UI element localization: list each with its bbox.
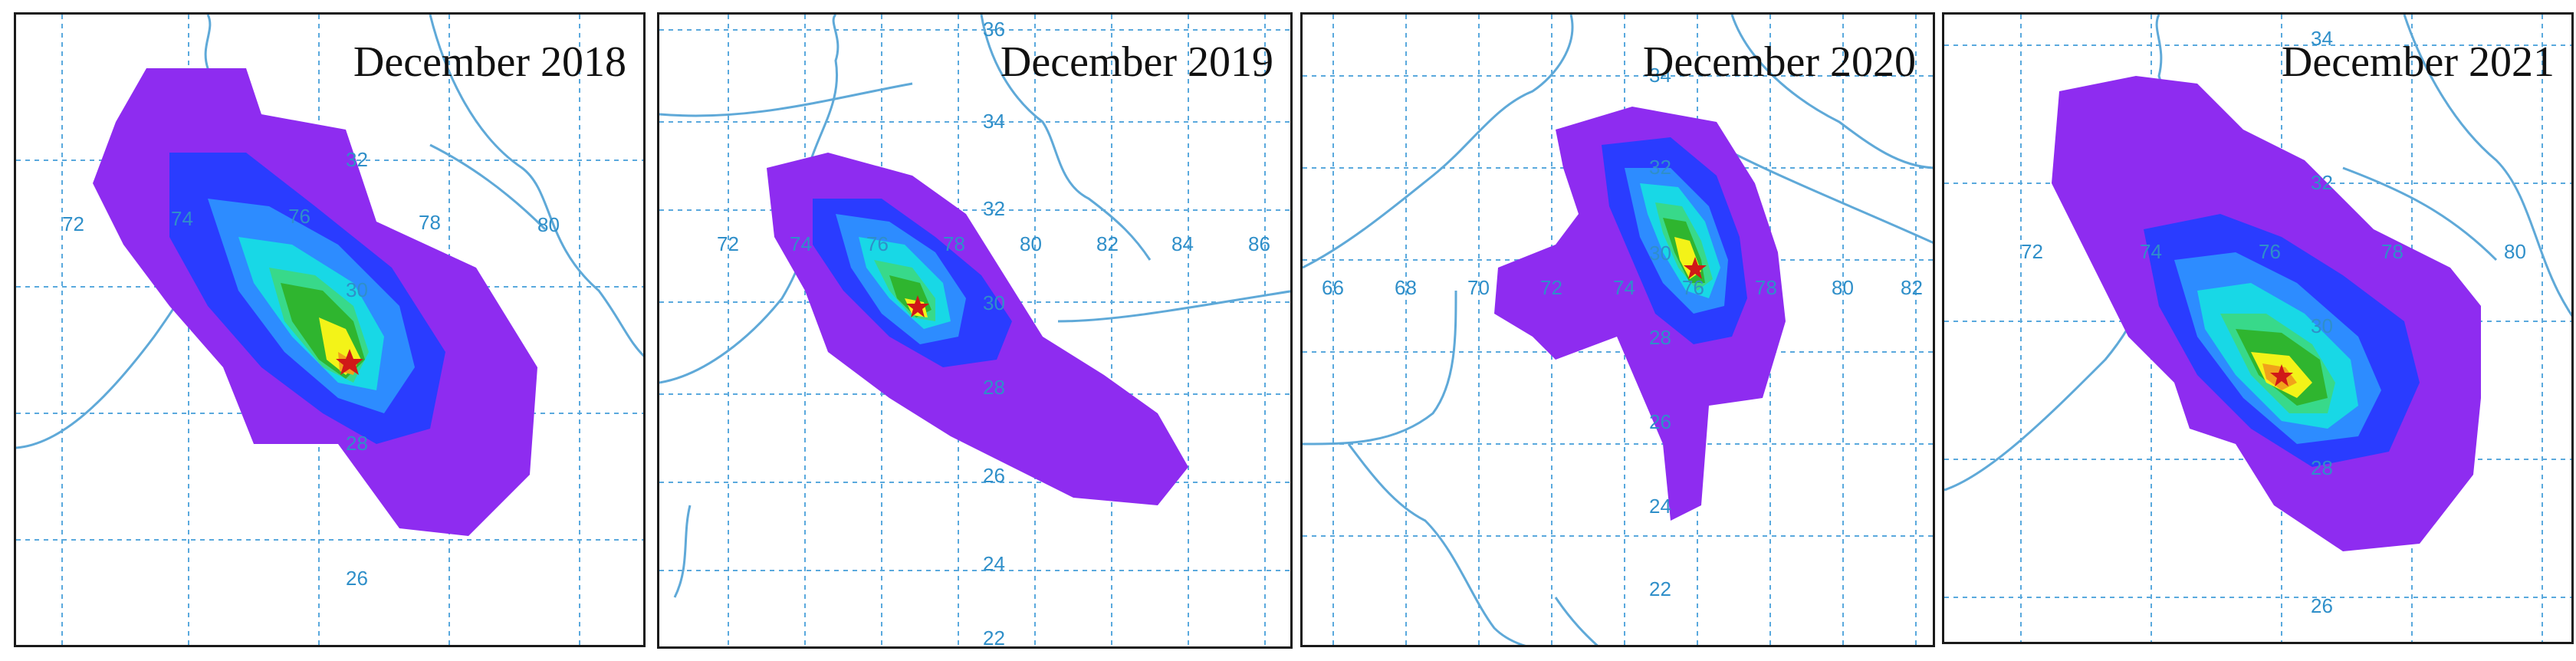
- lat-label: 36: [983, 18, 1005, 41]
- lat-label: 34: [1649, 64, 1671, 87]
- source-star: [906, 295, 929, 317]
- lat-label: 24: [983, 552, 1005, 575]
- map-canvas: 72 74 76 78 80 32 30 28 26: [16, 15, 643, 645]
- lon-label: 78: [1755, 276, 1777, 299]
- lat-label: 22: [983, 626, 1005, 649]
- lat-label: 32: [1649, 156, 1671, 179]
- lat-label: 34: [983, 110, 1005, 133]
- lon-label: 86: [1248, 232, 1270, 255]
- map-panel-2018: 72 74 76 78 80 32 30 28 26 December 2018: [14, 12, 646, 647]
- lat-label: 26: [2311, 594, 2333, 617]
- map-canvas: 72 74 76 78 80 82 84 86 36 34 32 30 28 2…: [659, 15, 1290, 649]
- lon-label: 78: [943, 232, 965, 255]
- lon-label: 70: [1467, 276, 1490, 299]
- source-star: [336, 349, 363, 375]
- lat-label: 28: [2311, 456, 2333, 479]
- lon-label: 80: [2504, 240, 2526, 263]
- plume: [93, 68, 537, 536]
- lat-label: 30: [2311, 314, 2333, 337]
- panel-title: December 2020: [1642, 38, 1916, 86]
- lat-labels: 34 32 30 28 26 24 22: [1649, 64, 1671, 600]
- lat-label: 28: [983, 376, 1005, 399]
- lon-label: 78: [419, 211, 441, 234]
- source-star: [2270, 364, 2293, 386]
- lon-label: 76: [2259, 240, 2281, 263]
- map-panel-2021: 72 74 76 78 80 34 32 30 28 26 December 2…: [1942, 12, 2574, 644]
- plume: [2052, 76, 2481, 551]
- map-canvas: 66 68 70 72 74 76 78 80 82 34 32 30 28 2…: [1303, 15, 1933, 645]
- lon-label: 74: [1613, 276, 1635, 299]
- lon-label: 76: [866, 232, 889, 255]
- map-canvas: 72 74 76 78 80 34 32 30 28 26: [1944, 15, 2571, 642]
- lat-label: 32: [346, 148, 368, 171]
- lon-label: 74: [171, 207, 193, 230]
- lon-label: 82: [1901, 276, 1923, 299]
- lon-labels: 72 74 76 78 80: [2021, 240, 2526, 263]
- lat-labels: 34 32 30 28 26: [2311, 27, 2333, 617]
- lat-label: 32: [2311, 171, 2333, 194]
- lat-labels: 36 34 32 30 28 26 24 22: [983, 18, 1005, 649]
- lon-label: 72: [2021, 240, 2043, 263]
- lat-label: 26: [346, 567, 368, 590]
- lon-labels: 66 68 70 72 74 76 78 80 82: [1322, 276, 1923, 299]
- lon-label: 84: [1171, 232, 1194, 255]
- lon-label: 68: [1395, 276, 1417, 299]
- lat-label: 26: [1649, 410, 1671, 433]
- map-panel-2020: 66 68 70 72 74 76 78 80 82 34 32 30 28 2…: [1300, 12, 1935, 647]
- lat-label: 30: [346, 278, 368, 301]
- lon-label: 74: [2140, 240, 2162, 263]
- panel-title: December 2019: [1000, 38, 1273, 86]
- lon-label: 76: [288, 205, 310, 228]
- lon-label: 80: [1832, 276, 1854, 299]
- source-star: [1684, 257, 1707, 279]
- panel-title: December 2018: [353, 38, 626, 86]
- map-panel-2019: 72 74 76 78 80 82 84 86 36 34 32 30 28 2…: [657, 12, 1293, 649]
- lon-label: 72: [717, 232, 739, 255]
- lat-label: 26: [983, 464, 1005, 487]
- lat-label: 30: [983, 291, 1005, 314]
- lat-labels: 32 30 28 26: [346, 148, 368, 590]
- lon-label: 76: [1682, 276, 1704, 299]
- lon-label: 80: [1020, 232, 1042, 255]
- lon-label: 82: [1096, 232, 1119, 255]
- lon-label: 78: [2381, 240, 2404, 263]
- lon-labels: 72 74 76 78 80: [62, 205, 560, 236]
- plume: [1494, 107, 1786, 521]
- lat-label: 22: [1649, 577, 1671, 600]
- lat-label: 24: [1649, 495, 1671, 518]
- lat-label: 28: [1649, 326, 1671, 349]
- lon-label: 80: [537, 213, 560, 236]
- lat-label: 30: [1649, 242, 1671, 265]
- lat-label: 32: [983, 197, 1005, 220]
- borders: [1303, 15, 1933, 645]
- lat-label: 34: [2311, 27, 2333, 50]
- lat-label: 28: [346, 432, 368, 455]
- lon-labels: 72 74 76 78 80 82 84 86: [717, 232, 1270, 255]
- lon-label: 72: [1540, 276, 1562, 299]
- lon-label: 74: [790, 232, 812, 255]
- lon-label: 72: [62, 212, 84, 235]
- panel-title: December 2021: [2281, 38, 2555, 86]
- lon-label: 66: [1322, 276, 1344, 299]
- plume: [767, 153, 1188, 505]
